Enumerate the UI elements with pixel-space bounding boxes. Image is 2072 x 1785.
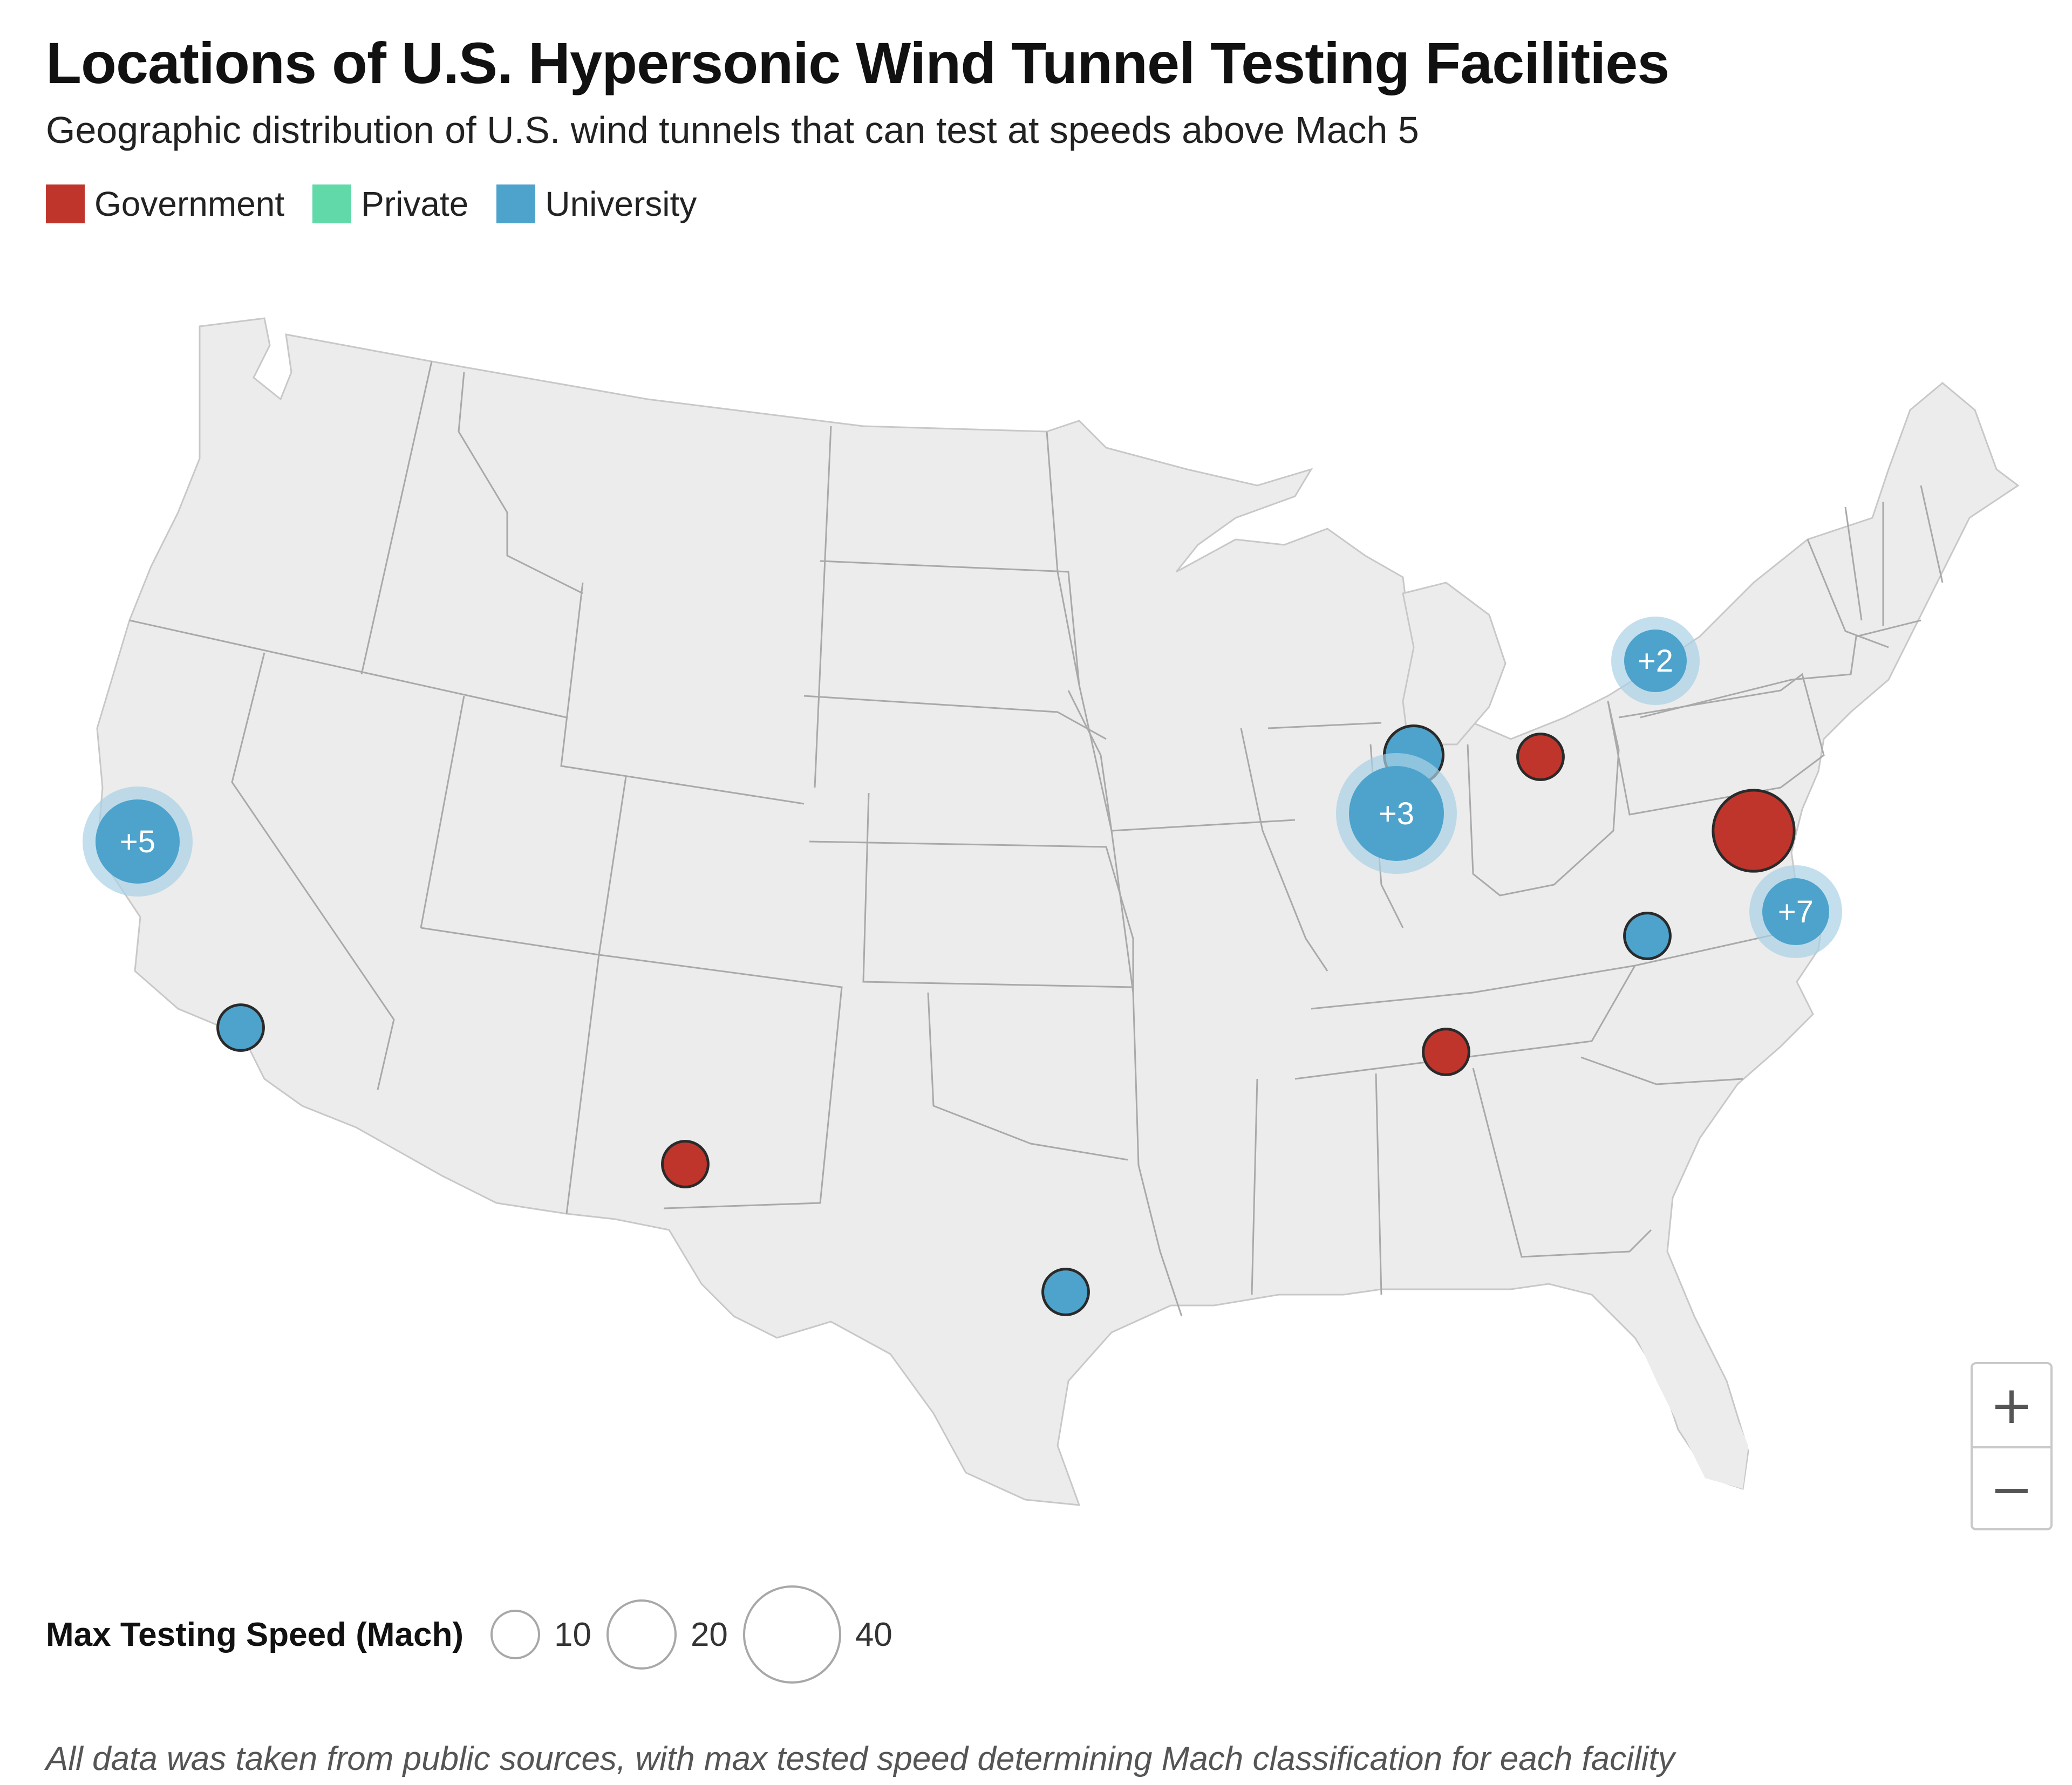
legend-label-government: Government: [94, 184, 285, 224]
cluster-count-label: +7: [1778, 894, 1814, 929]
size-circle-medium: [606, 1599, 677, 1670]
state-border: [862, 792, 1134, 988]
footnote: All data was taken from public sources, …: [46, 1740, 1675, 1777]
cluster-marker[interactable]: +2: [1611, 617, 1700, 705]
cluster-core[interactable]: [1762, 878, 1829, 945]
land-layer: [96, 317, 2020, 1506]
state-border: [1046, 431, 1134, 993]
zoom-out-button[interactable]: −: [1973, 1446, 2050, 1528]
university-swatch: [496, 184, 536, 224]
state-border: [1467, 701, 1620, 897]
state-border: [1132, 992, 1183, 1317]
state-border: [420, 695, 465, 928]
page-subtitle: Geographic distribution of U.S. wind tun…: [46, 109, 1419, 152]
facility-marker-government[interactable]: [1422, 1028, 1470, 1076]
state-border: [1240, 728, 1328, 972]
state-border: [560, 582, 805, 805]
state-border: [231, 652, 395, 1090]
state-border: [1640, 619, 1921, 719]
cluster-markers[interactable]: +5 +3 +2 +7: [83, 617, 1842, 958]
zoom-control: + −: [1971, 1362, 2053, 1530]
state-border: [1472, 1068, 1652, 1258]
cluster-count-label: +3: [1379, 796, 1414, 831]
cluster-marker[interactable]: +3: [1336, 753, 1457, 874]
state-border: [1251, 1078, 1258, 1295]
state-border: [1375, 1073, 1382, 1295]
header: Locations of U.S. Hypersonic Wind Tunnel…: [46, 30, 2026, 224]
size-circle-large: [742, 1585, 841, 1684]
color-legend: Government Private University: [46, 184, 2026, 224]
state-borders: [129, 361, 1944, 1317]
state-border: [129, 619, 567, 719]
state-border: [420, 927, 599, 956]
zoom-in-button[interactable]: +: [1989, 1375, 2034, 1435]
size-legend-item-20: 20: [606, 1599, 728, 1670]
map-area[interactable]: +5 +3 +2 +7: [0, 302, 2072, 1543]
facility-marker-government[interactable]: [1516, 733, 1565, 781]
size-label-20: 20: [690, 1616, 728, 1653]
florida-outline: [1630, 1322, 1748, 1489]
cluster-marker[interactable]: +5: [83, 787, 193, 897]
government-swatch: [46, 184, 85, 224]
private-swatch: [312, 184, 352, 224]
size-legend-title: Max Testing Speed (Mach): [46, 1616, 464, 1653]
cluster-count-label: +2: [1638, 644, 1673, 679]
size-legend-item-10: 10: [490, 1610, 591, 1659]
state-border: [1807, 539, 1889, 648]
size-circle-small: [490, 1610, 540, 1659]
legend-item-university[interactable]: University: [496, 184, 697, 224]
cluster-core[interactable]: [1624, 630, 1687, 692]
legend-item-government[interactable]: Government: [46, 184, 284, 224]
state-border: [1267, 722, 1382, 729]
legend-label-private: Private: [361, 184, 469, 224]
size-label-40: 40: [855, 1616, 892, 1653]
facility-marker-university[interactable]: [1623, 912, 1672, 960]
us-map[interactable]: +5 +3 +2 +7: [0, 302, 2072, 1543]
facility-marker-government[interactable]: [661, 1140, 710, 1188]
cluster-count-label: +5: [120, 824, 155, 859]
size-legend: Max Testing Speed (Mach) 10 20 40: [46, 1581, 908, 1688]
state-border: [1294, 965, 1636, 1080]
state-border: [360, 361, 433, 675]
state-border: [458, 372, 583, 594]
state-border: [927, 992, 1128, 1161]
state-border: [1067, 690, 1296, 832]
size-legend-item-40: 40: [742, 1585, 892, 1684]
michigan-outline: [1402, 582, 1507, 746]
state-border: [1844, 485, 1944, 626]
page-title: Locations of U.S. Hypersonic Wind Tunnel…: [46, 30, 1669, 95]
size-label-10: 10: [554, 1616, 591, 1653]
legend-label-university: University: [545, 184, 697, 224]
cluster-core[interactable]: [96, 799, 180, 884]
state-border: [1311, 932, 1781, 1010]
cluster-core[interactable]: [1349, 766, 1444, 861]
state-border: [598, 954, 843, 1209]
facility-marker-university[interactable]: [1041, 1268, 1090, 1316]
facility-marker-university[interactable]: [216, 1003, 265, 1052]
state-border: [814, 426, 832, 788]
legend-item-private[interactable]: Private: [312, 184, 468, 224]
state-border: [1607, 673, 1825, 816]
facility-marker-government[interactable]: [1712, 789, 1796, 873]
us-land-outline: [96, 317, 2020, 1506]
state-border: [1580, 1056, 1743, 1085]
state-border: [820, 560, 1080, 686]
cluster-marker[interactable]: +7: [1749, 865, 1842, 958]
